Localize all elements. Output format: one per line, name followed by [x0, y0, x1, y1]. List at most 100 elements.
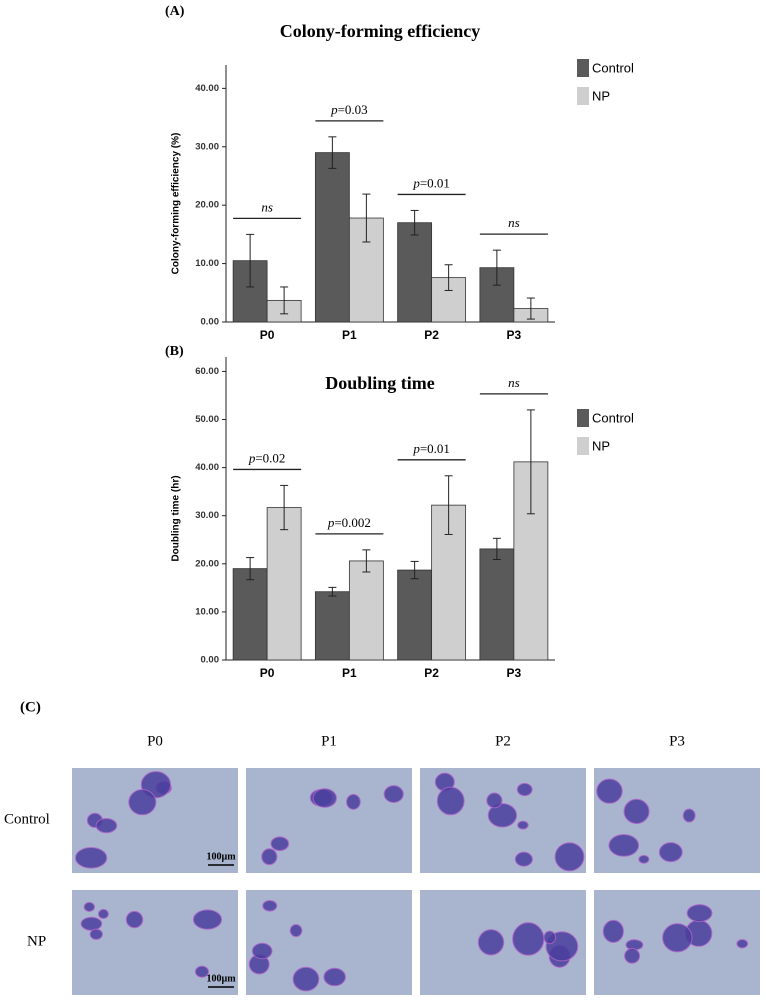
colony — [602, 919, 624, 943]
error-bar — [444, 475, 453, 535]
y-tick-label: 10.00 — [195, 606, 219, 617]
error-bar — [526, 409, 535, 515]
colony — [292, 966, 320, 992]
x-tick-label: P0 — [260, 328, 275, 342]
colony — [543, 930, 557, 945]
colony — [682, 808, 696, 823]
legend-swatch — [577, 437, 589, 455]
x-tick-label: P2 — [424, 666, 439, 680]
y-tick-label: 20.00 — [195, 558, 219, 569]
y-tick-label: 0.00 — [201, 655, 220, 666]
y-tick-label: 30.00 — [195, 141, 219, 152]
y-tick-label: 10.00 — [195, 258, 219, 269]
legend-label: NP — [592, 438, 610, 453]
annotation-italic: p — [248, 450, 256, 465]
error-bar — [280, 286, 289, 315]
y-tick-label: 30.00 — [195, 510, 219, 521]
micrograph-bg — [72, 890, 238, 995]
chart-title: Colony-forming efficiency — [280, 21, 480, 41]
y-axis-label: Colony-forming efficiency (%) — [171, 133, 182, 275]
annotation-rest: =0.03 — [338, 102, 368, 117]
colony — [608, 834, 640, 857]
annotation: p=0.01 — [412, 441, 450, 456]
colony — [323, 967, 346, 987]
annotation: ns — [508, 215, 520, 230]
y-tick-label: 40.00 — [195, 462, 219, 473]
scale-bar-label: 100µm — [206, 973, 236, 984]
panel-label: (B) — [165, 344, 184, 359]
annotation: ns — [261, 199, 273, 214]
error-bar — [328, 136, 337, 169]
annotation-rest: =0.01 — [420, 175, 450, 190]
colony — [128, 789, 157, 816]
colony — [97, 908, 109, 920]
x-tick-label: P3 — [507, 328, 522, 342]
annotation-italic: ns — [508, 215, 520, 230]
error-bar — [526, 297, 535, 320]
y-tick-label: 50.00 — [195, 414, 219, 425]
error-bar — [410, 560, 419, 580]
annotation-italic: p — [412, 441, 420, 456]
colony — [658, 842, 683, 863]
colony — [623, 798, 650, 825]
colony — [596, 778, 623, 804]
column-label: P0 — [147, 733, 163, 749]
colony — [638, 854, 650, 864]
colony — [512, 922, 545, 956]
x-tick-label: P1 — [342, 328, 357, 342]
micrograph: 100µm — [72, 768, 238, 873]
annotation: p=0.02 — [248, 450, 286, 465]
colony — [517, 820, 529, 830]
annotation-italic: p — [327, 515, 335, 530]
micrograph — [594, 768, 760, 873]
error-bar — [246, 233, 255, 288]
colony — [125, 910, 144, 929]
annotation-italic: ns — [261, 199, 273, 214]
scale-bar-label: 100µm — [206, 851, 236, 862]
bar — [348, 560, 384, 661]
colony — [436, 786, 465, 816]
error-bar — [410, 209, 419, 236]
colony — [736, 938, 749, 949]
x-tick-label: P1 — [342, 666, 357, 680]
bar — [397, 569, 433, 661]
error-bar — [492, 537, 501, 560]
bar — [479, 548, 515, 661]
micrograph — [420, 890, 586, 995]
x-tick-label: P0 — [260, 666, 275, 680]
colony — [624, 948, 641, 964]
legend-label: Control — [592, 60, 634, 75]
annotation: p=0.01 — [412, 175, 450, 190]
bar — [266, 507, 302, 661]
annotation-rest: =0.01 — [420, 441, 450, 456]
annotation-italic: p — [330, 102, 338, 117]
colony — [289, 923, 303, 938]
colony — [83, 901, 96, 912]
panel-label: (A) — [165, 4, 185, 19]
legend-swatch — [577, 409, 589, 427]
x-tick-label: P2 — [424, 328, 439, 342]
annotation-rest: =0.002 — [334, 515, 371, 530]
row-label: Control — [4, 811, 50, 827]
error-bar — [362, 193, 371, 243]
bar — [314, 152, 350, 323]
column-label: P1 — [321, 733, 337, 749]
error-bar — [280, 484, 289, 531]
y-tick-label: 40.00 — [195, 83, 219, 94]
colony — [251, 942, 273, 960]
micrograph — [246, 768, 412, 873]
micrograph — [594, 890, 760, 995]
colony — [192, 909, 223, 930]
error-bar — [246, 557, 255, 581]
legend-label: Control — [592, 410, 634, 425]
y-tick-label: 60.00 — [195, 366, 219, 377]
colony — [516, 782, 533, 797]
annotation: p=0.002 — [327, 515, 371, 530]
row-label: NP — [27, 933, 46, 949]
bar — [232, 568, 268, 661]
bar — [397, 222, 433, 323]
colony — [74, 846, 108, 869]
legend-swatch — [577, 59, 589, 77]
annotation-italic: p — [412, 175, 420, 190]
